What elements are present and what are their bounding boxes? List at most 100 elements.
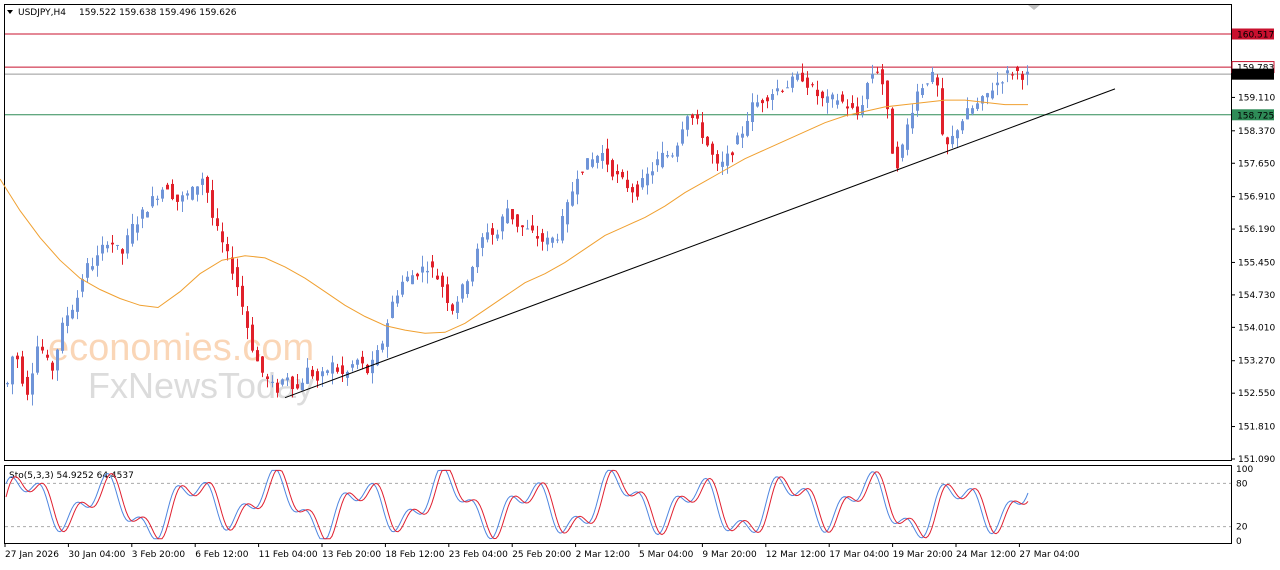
bull-candle [471,266,474,282]
bear-candle [816,89,819,97]
bull-candle [991,90,994,99]
bear-candle [541,233,544,242]
bear-candle [246,311,249,328]
bear-candle [276,382,279,393]
price-tick-label: 158.370 [1238,127,1275,137]
bull-candle [426,270,429,273]
bear-candle [841,94,844,102]
bull-candle [676,145,679,157]
bull-candle [376,350,379,366]
bear-candle [491,228,494,235]
bull-candle [456,301,459,313]
collapse-triangle-icon[interactable] [7,10,13,14]
bear-candle [611,160,614,177]
bull-candle [561,216,564,241]
bull-candle [81,279,84,292]
bull-candle [1026,71,1029,75]
bull-candle [506,208,509,224]
bull-candle [971,108,974,114]
bull-candle [286,377,289,381]
bear-candle [856,106,859,115]
time-tick-label: 30 Jan 04:00 [68,550,125,560]
bear-candle [416,273,419,277]
bull-candle [786,87,789,89]
bull-candle [271,381,274,383]
bull-candle [666,155,669,157]
stoch-tick-label: 100 [1236,465,1253,475]
bear-candle [256,350,259,362]
bear-candle [316,371,319,381]
bull-candle [386,323,389,347]
bull-candle [141,209,144,219]
bear-candle [516,214,519,227]
bull-candle [911,112,914,129]
bear-candle [261,356,264,373]
bear-candle [226,244,229,252]
bull-candle [126,235,129,254]
bull-candle [906,124,909,150]
bull-candle [556,239,559,241]
bull-candle [421,266,424,273]
bear-candle [1016,67,1019,71]
bull-candle [11,356,14,385]
bear-candle [941,88,944,135]
time-tick-label: 27 Jan 2026 [5,550,59,560]
bull-candle [36,346,39,373]
bear-candle [691,114,694,119]
scroll-marker-icon[interactable] [1028,5,1040,10]
bull-candle [321,371,324,377]
bear-candle [366,364,369,374]
bear-candle [41,346,44,351]
bull-candle [371,359,374,374]
bull-candle [406,276,409,282]
watermark-fxnewstoday: FxNewsToday [88,365,314,406]
price-tick-label: 156.910 [1238,193,1275,203]
bull-candle [956,130,959,139]
bear-candle [936,77,939,86]
bull-candle [186,193,189,196]
bear-candle [266,376,269,380]
price-axis: 159.110 158.370 157.650 156.910 156.190 155.4… [1231,93,1275,465]
bear-candle [896,146,899,169]
stochastic-title: Sto(5,3,3) 54.9252 64.4537 [9,471,134,481]
bull-candle [71,309,74,319]
bull-candle [196,186,199,195]
bear-candle [806,77,809,88]
bear-candle [171,183,174,200]
bull-candle [151,196,154,207]
time-tick-label: 18 Feb 12:00 [385,550,444,560]
bull-candle [306,367,309,384]
price-tick-label: 154.730 [1238,291,1275,301]
bear-candle [296,384,299,389]
bull-candle [981,96,984,104]
bull-candle [91,266,94,270]
bull-candle [686,116,689,130]
bear-candle [616,170,619,175]
bull-candle [326,370,329,373]
bull-candle [726,153,729,166]
bear-candle [626,179,629,189]
time-tick-label: 12 Mar 12:00 [766,550,826,560]
bear-candle [766,97,769,102]
bull-candle [976,103,979,109]
stochastic-frame [4,465,1232,544]
price-tick-label: 153.270 [1238,357,1275,367]
bear-candle [821,91,824,99]
stoch-tick-label: 0 [1236,537,1242,547]
price-tick-label: 157.650 [1238,159,1275,169]
bull-candle [931,71,934,82]
time-tick-label: 9 Mar 20:00 [702,550,757,560]
current-label: 159.626 [1237,71,1274,81]
bear-candle [166,184,169,190]
bear-candle [851,103,854,108]
bull-candle [101,244,104,254]
bear-candle [121,249,124,254]
bull-candle [836,100,839,105]
bull-candle [56,349,59,371]
bear-candle [21,356,24,384]
bear-candle [206,176,209,193]
bear-candle [946,137,949,145]
bull-candle [961,121,964,131]
bear-candle [216,218,219,227]
trendline [284,88,1116,399]
